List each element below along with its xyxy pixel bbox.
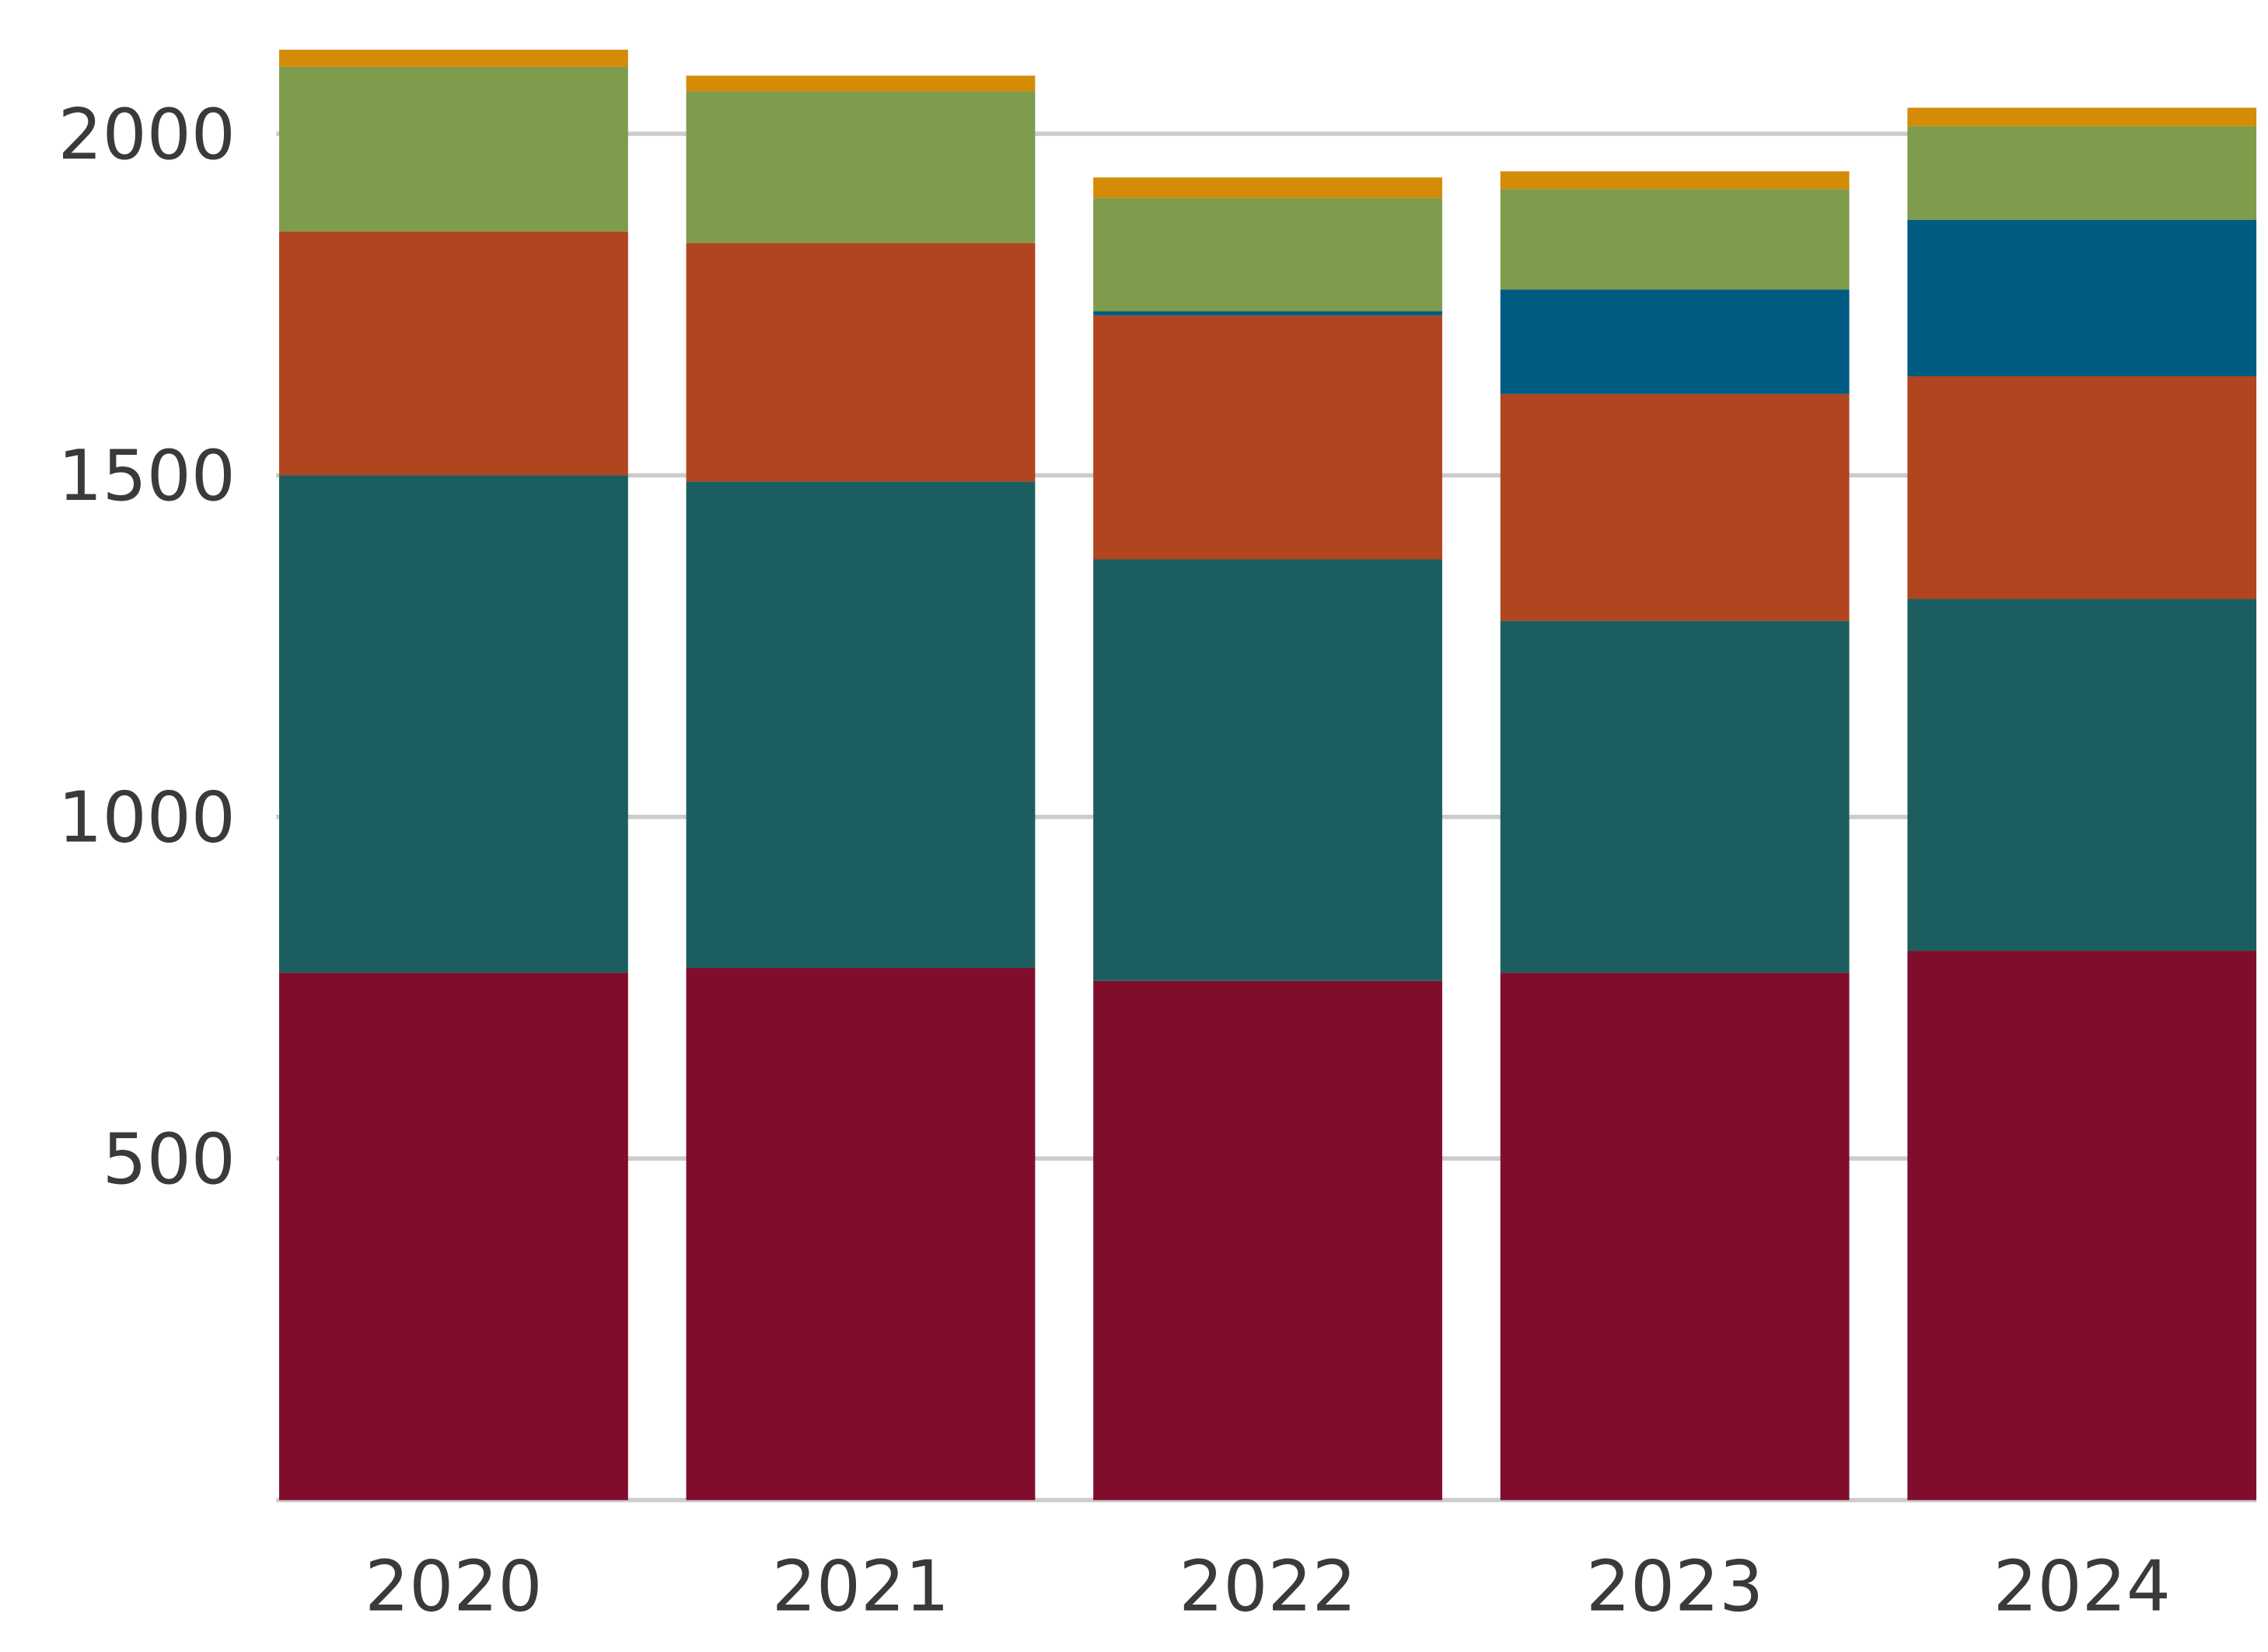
- bar-segment: [1093, 311, 1442, 316]
- bar-segment: [279, 231, 628, 476]
- bar-segment: [279, 66, 628, 232]
- x-tick-label: 2020: [365, 1547, 542, 1628]
- bar-segment: [686, 91, 1036, 243]
- bar-segment: [686, 243, 1036, 482]
- x-tick-label: 2021: [772, 1547, 949, 1628]
- bar-segment: [1093, 315, 1442, 560]
- bar-segment: [1500, 171, 1850, 190]
- x-axis-labels: 2020 2021 2022 2023 2024: [365, 1547, 2171, 1628]
- bar-segment: [686, 481, 1036, 969]
- bar-segment: [1907, 107, 2257, 127]
- bar-segment: [1907, 126, 2257, 220]
- bar-segment: [279, 973, 628, 1500]
- bar-segment: [1093, 197, 1442, 312]
- bar-segment: [1907, 375, 2257, 599]
- bar-segment: [686, 968, 1036, 1500]
- bar-segment: [686, 75, 1036, 92]
- x-tick-label: 2024: [1993, 1547, 2170, 1628]
- y-tick-label: 500: [103, 1119, 236, 1200]
- bars: [279, 49, 2257, 1500]
- bar-segment: [1907, 599, 2257, 952]
- bar-segment: [1093, 980, 1442, 1500]
- bar-segment: [1907, 219, 2257, 376]
- y-tick-label: 2000: [58, 95, 235, 176]
- bar-segment: [1093, 177, 1442, 198]
- bar-segment: [1500, 189, 1850, 290]
- bar-segment: [1500, 620, 1850, 973]
- bar-segment: [1500, 289, 1850, 394]
- bar-segment: [1093, 559, 1442, 981]
- y-axis-labels: 500 1000 1500 2000: [58, 95, 235, 1200]
- x-tick-label: 2023: [1586, 1547, 1763, 1628]
- y-tick-label: 1000: [58, 778, 235, 859]
- x-tick-label: 2022: [1179, 1547, 1356, 1628]
- bar-segment: [1907, 951, 2257, 1500]
- y-tick-label: 1500: [58, 436, 235, 517]
- bar-segment: [1500, 393, 1850, 621]
- bar-segment: [279, 475, 628, 973]
- bar-segment: [279, 49, 628, 67]
- bar-segment: [1500, 973, 1850, 1500]
